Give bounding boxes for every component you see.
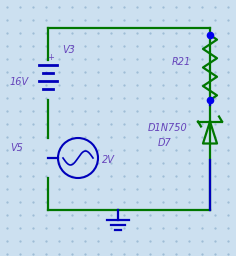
Text: R21: R21 [172,57,191,67]
Text: 2V: 2V [102,155,115,165]
Text: +: + [48,54,55,62]
Text: V3: V3 [62,45,75,55]
Text: D1N750: D1N750 [148,123,188,133]
Text: 16V: 16V [10,77,29,87]
Text: D7: D7 [158,138,172,148]
Text: V5: V5 [10,143,23,153]
